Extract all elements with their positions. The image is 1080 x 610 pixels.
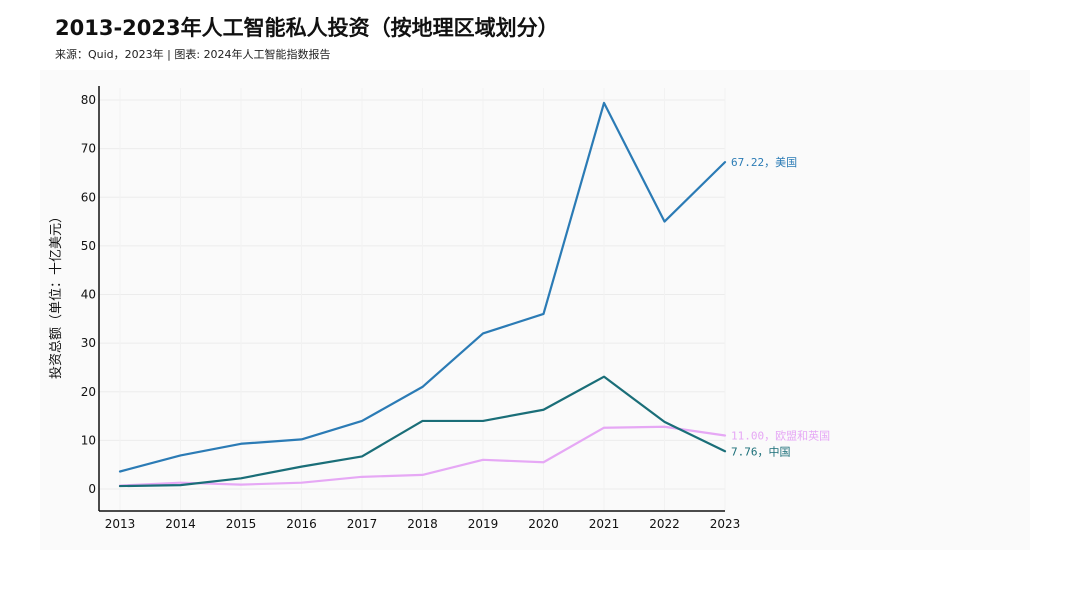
end-labels: 67.22，美国 11.00，欧盟和英国 7.76，中国 bbox=[731, 156, 830, 458]
series-end-label-1: 11.00，欧盟和英国 bbox=[731, 429, 830, 443]
x-tick-label-10: 2023 bbox=[710, 517, 741, 531]
chart-subtitle: 来源：Quid，2023年 | 图表: 2024年人工智能指数报告 bbox=[55, 48, 331, 61]
y-axis-title: 投资总额（单位：十亿美元） bbox=[48, 210, 64, 379]
x-tick-label-9: 2022 bbox=[649, 517, 680, 531]
series-line-0 bbox=[118, 101, 727, 473]
x-tick-label-5: 2018 bbox=[407, 517, 438, 531]
series-end-label-2: 7.76，中国 bbox=[731, 445, 791, 458]
y-tick-label-6: 60 bbox=[81, 190, 96, 204]
y-tick-label-7: 70 bbox=[81, 142, 96, 156]
y-tick-label-2: 20 bbox=[81, 385, 96, 399]
chart-background bbox=[40, 70, 1030, 550]
x-tick-label-3: 2016 bbox=[286, 517, 317, 531]
x-tick-label-8: 2021 bbox=[589, 517, 620, 531]
x-tick-label-1: 2014 bbox=[165, 517, 196, 531]
series-line-1 bbox=[118, 425, 727, 487]
series-lines bbox=[118, 101, 727, 488]
y-tick-label-8: 80 bbox=[81, 93, 96, 107]
y-tick-label-5: 50 bbox=[81, 239, 96, 253]
x-tick-label-4: 2017 bbox=[347, 517, 378, 531]
chart-title: 2013-2023年人工智能私人投资（按地理区域划分） bbox=[55, 16, 559, 40]
x-tick-label-7: 2020 bbox=[528, 517, 559, 531]
series-end-label-0: 67.22，美国 bbox=[731, 156, 797, 169]
x-tick-label-2: 2015 bbox=[226, 517, 257, 531]
x-tick-label-0: 2013 bbox=[105, 517, 136, 531]
x-tick-label-6: 2019 bbox=[468, 517, 499, 531]
y-tick-label-4: 40 bbox=[81, 288, 96, 302]
y-tick-label-0: 0 bbox=[88, 482, 96, 496]
axes: 0 10 20 30 40 50 60 70 80 2013 2014 2015 2016 2017 201… bbox=[81, 86, 741, 531]
y-tick-label-1: 10 bbox=[81, 433, 96, 447]
series-line-2 bbox=[118, 375, 727, 488]
y-tick-label-3: 30 bbox=[81, 336, 96, 350]
